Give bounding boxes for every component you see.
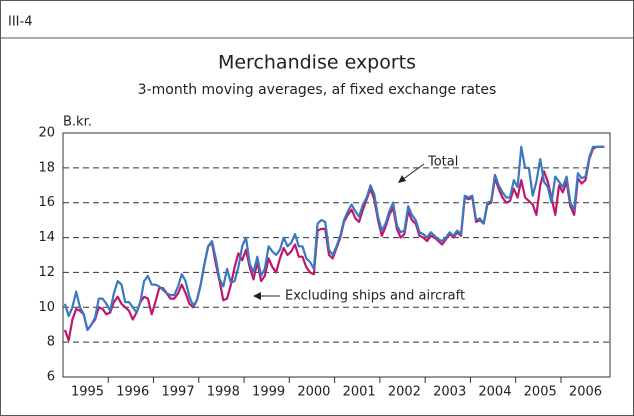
x-tick-label: 2003 — [433, 385, 466, 400]
x-tick-label: 1998 — [207, 385, 240, 400]
y-tick-label: 8 — [47, 335, 55, 350]
chart-subtitle: 3-month moving averages, af fixed exchan… — [138, 82, 497, 98]
x-tick-label: 2000 — [297, 385, 330, 400]
series-line — [63, 145, 605, 331]
y-tick-label: 6 — [47, 370, 55, 385]
x-tick-label: 1995 — [71, 385, 104, 400]
y-tick-label: 10 — [38, 300, 55, 315]
arrow — [401, 163, 425, 181]
x-tick-label: 2004 — [478, 385, 511, 400]
x-tick-label: 1999 — [252, 385, 285, 400]
y-tick-label: 16 — [38, 195, 55, 210]
plot: 6 8 10 12 14 16 18 20 1995 1996 1997 1998 1999 2000 20… — [38, 126, 611, 400]
annotation: Excluding ships and aircraft — [285, 289, 465, 304]
x-tick-label: 1996 — [116, 385, 149, 400]
x-tick-label: 2001 — [343, 385, 376, 400]
y-tick-label: 14 — [38, 230, 55, 245]
arrow-head — [398, 175, 406, 183]
arrow-head — [253, 292, 261, 300]
y-tick-label: 18 — [38, 160, 55, 175]
x-tick-label: 2002 — [388, 385, 421, 400]
x-tick-label: 2005 — [524, 385, 557, 400]
chart-title: Merchandise exports — [218, 52, 416, 74]
annotation: Total — [427, 155, 458, 170]
figure-label: III-4 — [8, 15, 32, 30]
y-unit: B.kr. — [63, 115, 92, 130]
y-tick-label: 12 — [38, 265, 55, 280]
x-tick-label: 2006 — [569, 385, 602, 400]
x-tick-label: 1997 — [162, 385, 195, 400]
y-tick-label: 20 — [38, 126, 55, 141]
